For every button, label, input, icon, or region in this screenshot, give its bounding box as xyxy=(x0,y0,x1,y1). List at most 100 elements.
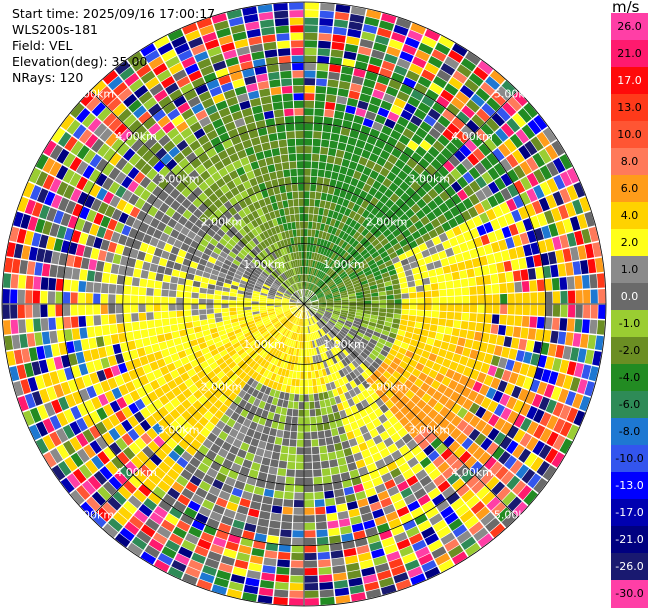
range-gate-cell xyxy=(324,325,331,332)
colorbar-tick-label: -6.0 xyxy=(618,397,641,411)
range-gate-cell xyxy=(404,331,413,339)
range-gate-cell xyxy=(210,461,222,472)
range-gate-cell xyxy=(468,72,484,87)
range-gate-cell xyxy=(304,304,311,306)
range-gate-cell xyxy=(265,156,274,166)
range-gate-cell xyxy=(42,174,55,190)
range-gate-cell xyxy=(183,362,193,372)
range-gate-cell xyxy=(193,175,204,186)
range-gate-cell xyxy=(406,326,415,333)
range-gate-cell xyxy=(248,251,256,259)
range-gate-cell xyxy=(526,172,539,187)
range-gate-cell xyxy=(141,201,152,213)
range-gate-cell xyxy=(410,152,423,163)
range-gate-cell xyxy=(215,67,229,79)
range-gate-cell xyxy=(480,123,494,137)
range-gate-cell xyxy=(245,21,260,31)
range-gate-cell xyxy=(424,533,439,546)
range-gate-cell xyxy=(236,46,250,56)
range-gate-cell xyxy=(372,89,385,100)
range-gate-cell xyxy=(185,152,198,163)
range-gate-cell xyxy=(60,114,75,131)
range-gate-cell xyxy=(376,173,386,184)
range-gate-cell xyxy=(368,152,379,163)
range-gate-cell xyxy=(432,297,440,304)
range-ring-label: 2.00km xyxy=(366,381,408,394)
range-gate-cell xyxy=(529,280,538,292)
range-gate-cell xyxy=(294,492,304,500)
range-gate-cell xyxy=(431,49,447,62)
range-gate-cell xyxy=(546,161,559,177)
range-gate-cell xyxy=(300,274,303,282)
range-gate-cell xyxy=(213,233,222,242)
range-gate-cell xyxy=(218,74,232,86)
range-gate-cell xyxy=(304,394,309,402)
range-gate-cell xyxy=(149,512,164,525)
range-gate-cell xyxy=(101,283,109,294)
range-gate-cell xyxy=(380,584,397,595)
range-gate-cell xyxy=(319,337,325,345)
range-gate-cell xyxy=(148,56,164,70)
range-gate-cell xyxy=(187,394,198,405)
range-gate-cell xyxy=(246,570,261,580)
range-gate-cell xyxy=(149,263,159,273)
range-gate-cell xyxy=(452,70,468,84)
range-gate-cell xyxy=(361,512,374,523)
range-gate-cell xyxy=(213,20,230,31)
range-gate-cell xyxy=(453,445,466,458)
range-gate-cell xyxy=(181,399,192,410)
range-gate-cell xyxy=(223,282,232,289)
range-gate-cell xyxy=(164,401,175,413)
range-gate-cell xyxy=(228,16,244,27)
range-gate-cell xyxy=(218,34,233,46)
range-gate-cell xyxy=(180,469,193,481)
range-gate-cell xyxy=(296,333,300,341)
range-gate-cell xyxy=(480,512,496,527)
range-gate-cell xyxy=(129,390,141,402)
range-gate-cell xyxy=(362,431,372,442)
range-gate-cell xyxy=(350,515,362,525)
range-gate-cell xyxy=(388,375,398,385)
range-gate-cell xyxy=(499,436,513,450)
range-gate-cell xyxy=(144,345,154,355)
range-gate-cell xyxy=(364,193,374,203)
range-gate-cell xyxy=(475,189,487,202)
range-gate-cell xyxy=(332,34,346,43)
range-gate-cell xyxy=(282,307,290,311)
range-gate-cell xyxy=(405,411,416,422)
range-gate-cell xyxy=(421,366,432,376)
range-gate-cell xyxy=(97,450,110,465)
range-gate-cell xyxy=(426,211,437,222)
range-gate-cell xyxy=(183,291,192,298)
range-gate-cell xyxy=(487,413,500,427)
range-gate-cell xyxy=(96,407,108,421)
range-gate-cell xyxy=(405,70,420,82)
range-gate-cell xyxy=(304,304,311,308)
range-gate-cell xyxy=(410,416,421,427)
range-gate-cell xyxy=(359,93,371,103)
range-gate-cell xyxy=(520,417,532,432)
range-gate-cell xyxy=(229,445,240,456)
range-gate-cell xyxy=(282,272,288,280)
range-gate-cell xyxy=(530,353,540,366)
range-gate-cell xyxy=(329,381,337,390)
colorbar-segment xyxy=(611,13,648,41)
range-gate-cell xyxy=(244,294,252,299)
range-gate-cell xyxy=(198,506,212,518)
range-gate-cell xyxy=(268,311,276,316)
range-gate-cell xyxy=(236,183,246,193)
range-gate-cell xyxy=(240,156,250,166)
range-gate-cell xyxy=(226,229,235,239)
range-gate-cell xyxy=(185,115,198,127)
range-gate-cell xyxy=(315,313,322,319)
range-gate-cell xyxy=(209,327,218,334)
range-gate-cell xyxy=(287,400,294,409)
range-gate-cell xyxy=(267,308,275,312)
range-gate-cell xyxy=(288,446,297,455)
range-gate-cell xyxy=(170,397,181,408)
range-gate-cell xyxy=(242,216,251,225)
range-gate-cell xyxy=(461,210,472,222)
range-gate-cell xyxy=(349,380,357,389)
range-gate-cell xyxy=(363,293,371,298)
range-gate-cell xyxy=(290,363,295,371)
